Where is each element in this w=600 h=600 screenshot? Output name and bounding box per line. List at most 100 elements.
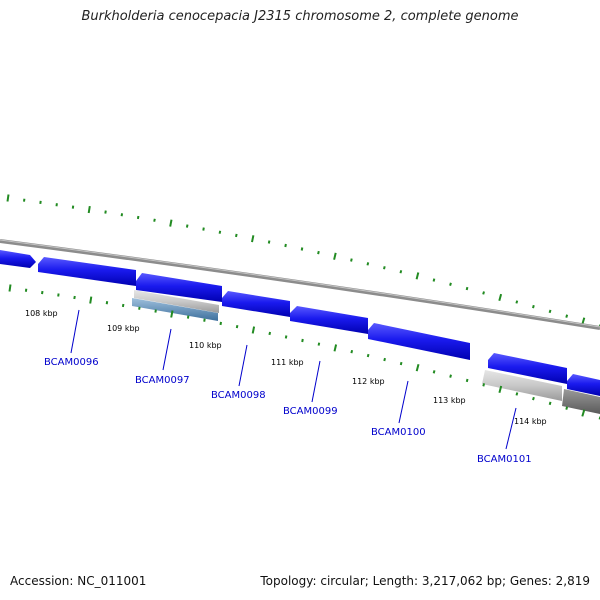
tick-mark bbox=[300, 247, 304, 251]
tick-mark bbox=[41, 290, 44, 295]
tick-mark bbox=[465, 378, 469, 383]
gene-track bbox=[0, 250, 600, 414]
feature-pseudogene-grey[interactable] bbox=[482, 370, 562, 401]
tick-mark bbox=[73, 295, 76, 300]
tick-mark bbox=[498, 385, 503, 394]
gene-bcam0097[interactable] bbox=[136, 273, 222, 302]
tick-mark bbox=[185, 224, 189, 228]
inner-tick-track bbox=[8, 284, 600, 420]
tick-mark bbox=[399, 270, 403, 274]
tick-mark bbox=[218, 230, 222, 234]
gene-bcam0095[interactable] bbox=[0, 250, 36, 268]
tick-mark bbox=[432, 278, 436, 282]
tick-mark bbox=[219, 321, 222, 326]
tick-mark bbox=[186, 315, 190, 319]
tick-mark bbox=[548, 401, 552, 406]
tick-mark bbox=[6, 194, 10, 202]
gene-label-bcam0098[interactable]: BCAM0098 bbox=[211, 390, 266, 401]
tick-mark bbox=[203, 318, 206, 322]
tick-mark bbox=[350, 349, 354, 354]
accession-text: Accession: NC_011001 bbox=[10, 574, 147, 588]
gene-label-bcam0097[interactable]: BCAM0097 bbox=[135, 375, 190, 386]
tick-mark bbox=[532, 396, 535, 401]
tick-mark bbox=[104, 210, 107, 214]
tick-mark bbox=[366, 353, 370, 358]
leader-bcam0101 bbox=[505, 407, 517, 450]
feature-pseudogene-dark[interactable] bbox=[562, 389, 600, 414]
kbp-label-114: 114 kbp bbox=[514, 417, 547, 426]
tick-mark bbox=[251, 326, 256, 334]
tick-mark bbox=[465, 286, 469, 291]
tick-mark bbox=[301, 338, 304, 343]
gene-bcam0100[interactable] bbox=[368, 323, 470, 360]
tick-mark bbox=[105, 301, 109, 305]
gene-labels: BCAM0096 BCAM0097 BCAM0098 BCAM0099 BCAM… bbox=[44, 357, 532, 465]
tick-mark bbox=[498, 293, 503, 302]
gene-label-bcam0099[interactable]: BCAM0099 bbox=[283, 406, 338, 417]
tick-mark bbox=[515, 300, 519, 304]
tick-mark bbox=[515, 392, 519, 396]
chromosome-backbone-highlight bbox=[0, 239, 600, 328]
gene-bcam0101[interactable] bbox=[488, 353, 567, 384]
tick-mark bbox=[366, 262, 370, 266]
tick-mark bbox=[153, 218, 156, 222]
tick-mark bbox=[251, 235, 255, 243]
tick-mark bbox=[317, 342, 321, 346]
tick-mark bbox=[169, 219, 173, 227]
map-title: Burkholderia cenocepacia J2315 chromosom… bbox=[81, 9, 519, 24]
chromosome-backbone bbox=[0, 239, 600, 330]
tick-mark bbox=[268, 331, 272, 336]
tick-mark bbox=[235, 324, 239, 329]
tick-mark bbox=[350, 258, 353, 262]
tick-mark bbox=[399, 361, 403, 366]
tick-mark bbox=[432, 370, 436, 374]
tick-mark bbox=[138, 306, 141, 310]
leader-bcam0098 bbox=[238, 344, 248, 387]
leader-bcam0100 bbox=[398, 380, 409, 424]
leader-bcam0099 bbox=[311, 360, 321, 403]
tick-mark bbox=[170, 310, 174, 318]
gene-label-bcam0096[interactable]: BCAM0096 bbox=[44, 357, 99, 368]
tick-mark bbox=[333, 252, 337, 260]
tick-mark bbox=[8, 284, 12, 292]
tick-mark bbox=[154, 309, 157, 313]
tick-mark bbox=[202, 227, 205, 231]
tick-mark bbox=[383, 266, 386, 270]
gene-label-bcam0100[interactable]: BCAM0100 bbox=[371, 427, 426, 438]
kbp-labels: 108 kbp 109 kbp 110 kbp 111 kbp 112 kbp … bbox=[25, 309, 547, 426]
kbp-label-109: 109 kbp bbox=[107, 324, 140, 333]
gene-bcam0099[interactable] bbox=[290, 306, 368, 334]
feature-steel[interactable] bbox=[132, 298, 218, 321]
tick-mark bbox=[581, 409, 586, 417]
tick-mark bbox=[565, 406, 569, 410]
leader-bcam0097 bbox=[162, 328, 172, 371]
genome-summary-text: Topology: circular; Length: 3,217,062 bp… bbox=[260, 574, 590, 588]
kbp-label-110: 110 kbp bbox=[189, 341, 222, 350]
gene-bcam0102[interactable] bbox=[567, 374, 600, 396]
tick-mark bbox=[532, 304, 535, 309]
tick-mark bbox=[415, 272, 420, 280]
tick-mark bbox=[449, 282, 452, 286]
tick-mark bbox=[284, 335, 288, 339]
feature-rna-grey[interactable] bbox=[134, 290, 219, 313]
tick-mark bbox=[548, 309, 552, 314]
gene-label-bcam0101[interactable]: BCAM0101 bbox=[477, 454, 532, 465]
tick-mark bbox=[449, 374, 452, 378]
gene-bcam0098[interactable] bbox=[222, 291, 290, 317]
kbp-label-108: 108 kbp bbox=[25, 309, 58, 318]
kbp-label-112: 112 kbp bbox=[352, 377, 385, 386]
gene-bcam0096[interactable] bbox=[38, 257, 136, 286]
tick-mark bbox=[87, 205, 91, 214]
tick-mark bbox=[383, 357, 386, 362]
tick-mark bbox=[565, 314, 569, 318]
tick-mark bbox=[267, 240, 271, 244]
tick-mark bbox=[235, 233, 238, 238]
tick-mark bbox=[482, 383, 486, 387]
kbp-label-113: 113 kbp bbox=[433, 396, 466, 405]
tick-mark bbox=[136, 215, 140, 220]
leader-bcam0096 bbox=[70, 309, 80, 354]
tick-mark bbox=[121, 303, 125, 308]
tick-mark bbox=[317, 250, 320, 255]
tick-mark bbox=[89, 296, 93, 304]
